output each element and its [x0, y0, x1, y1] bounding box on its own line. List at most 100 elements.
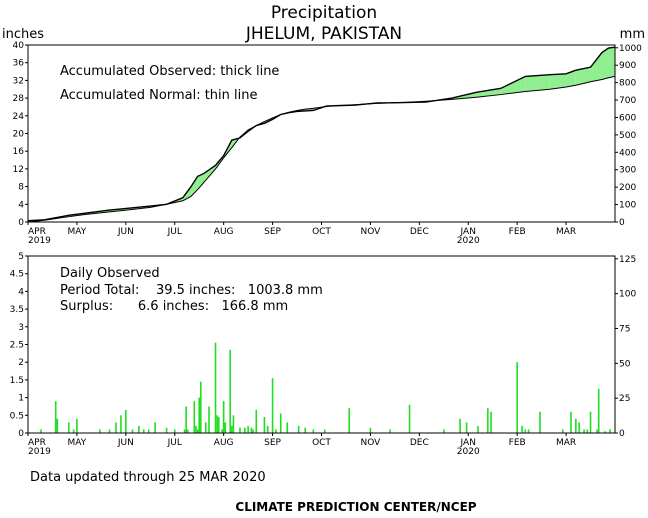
daily-bar [196, 429, 199, 433]
surplus-area [525, 74, 550, 92]
daily-bar [142, 429, 145, 433]
right-tick-label: 75 [619, 324, 630, 334]
daily-bar [120, 415, 122, 433]
left-unit-label: inches [2, 27, 44, 42]
daily-bar [186, 429, 189, 433]
surplus-area [549, 73, 567, 90]
daily-bar [217, 417, 220, 433]
x-year-label: 2019 [28, 447, 51, 457]
daily-bar [604, 431, 607, 433]
daily-bar [232, 415, 235, 433]
daily-bar [76, 418, 78, 433]
daily-bar [183, 429, 186, 433]
x-tick-label-feb: FEB [509, 227, 526, 237]
daily-bar [348, 408, 351, 433]
x-tick-label-sep: SEP [264, 227, 281, 237]
x-tick-label-may: MAY [68, 227, 87, 237]
daily-bar [216, 415, 218, 433]
right-tick-label: 100 [619, 290, 636, 300]
daily-bar [516, 362, 518, 433]
surplus-area [566, 70, 576, 88]
daily-bar [266, 425, 269, 433]
x-tick-label-sep: SEP [264, 438, 281, 448]
left-tick-label: 4 [18, 200, 24, 210]
daily-bar [67, 422, 70, 433]
surplus-area [590, 52, 602, 82]
daily-bar [589, 411, 592, 433]
x-tick-label-aug: AUG [214, 438, 234, 448]
daily-bar [200, 381, 202, 433]
right-tick-label: 0 [619, 218, 625, 228]
daily-bar [173, 429, 176, 433]
daily-bar [312, 429, 315, 433]
daily-bar [609, 429, 611, 433]
daily-bar [527, 429, 530, 433]
x-year-label: 2020 [457, 447, 480, 457]
left-tick-label: 3.5 [10, 305, 24, 315]
surplus-area [197, 173, 205, 190]
x-tick-label-jul: JUL [167, 227, 182, 237]
daily-panel: 00.511.522.533.544.550255075100125APR201… [10, 252, 637, 457]
daily-bar [239, 427, 241, 433]
daily-bar [208, 406, 210, 433]
x-tick-label-feb: FEB [509, 438, 526, 448]
daily-bar [389, 429, 391, 433]
daily-bar [198, 397, 201, 433]
daily-bar [271, 378, 274, 433]
surplus-area [601, 48, 609, 80]
left-tick-label: 0 [18, 429, 24, 439]
surplus-area [500, 76, 526, 95]
daily-bar [279, 413, 282, 433]
daily-bar [597, 388, 600, 433]
daily-bars [40, 342, 611, 433]
left-tick-label: 2.5 [10, 341, 24, 351]
x-tick-label-jun: JUN [117, 438, 134, 448]
left-tick-label: 0.5 [10, 411, 24, 421]
right-tick-label: 300 [619, 166, 636, 176]
surplus-area [608, 47, 615, 78]
daily-bar [575, 418, 577, 433]
daily-bar [154, 422, 156, 433]
x-tick-label-jan: JAN [460, 227, 476, 237]
x-tick-label-jan: JAN [460, 438, 476, 448]
daily-bar [524, 429, 527, 433]
daily-bar [229, 349, 231, 433]
daily-bar [442, 429, 445, 433]
daily-bar [252, 429, 254, 433]
x-tick-label-nov: NOV [361, 227, 382, 237]
daily-bar [247, 425, 249, 433]
daily-bar [40, 429, 42, 433]
x-year-label: 2020 [457, 236, 480, 246]
daily-bar [539, 411, 541, 433]
daily-bar [98, 429, 101, 433]
right-tick-label: 700 [619, 96, 636, 106]
daily-bar [108, 429, 111, 433]
surplus-area [204, 165, 216, 183]
x-tick-label-may: MAY [68, 438, 87, 448]
right-tick-label: 25 [619, 394, 630, 404]
x-tick-label-apr: APR [28, 438, 46, 448]
right-tick-label: 1000 [619, 44, 642, 54]
right-unit-label: mm [620, 27, 645, 42]
left-tick-label: 16 [13, 147, 25, 157]
daily-bar [195, 425, 197, 433]
daily-bar [204, 422, 207, 433]
daily-bar [490, 411, 492, 433]
daily-bar [115, 422, 117, 433]
daily-bar [263, 417, 266, 433]
left-tick-label: 32 [13, 76, 24, 86]
left-tick-label: 5 [18, 252, 24, 262]
daily-bar [570, 411, 572, 433]
daily-bar [596, 429, 598, 433]
chart-title: Precipitation [271, 3, 377, 23]
daily-plot-frame [27, 255, 616, 434]
x-tick-label-jun: JUN [117, 227, 134, 237]
x-tick-label-oct: OCT [312, 438, 331, 448]
daily-bar [408, 404, 411, 433]
surplus-area [575, 67, 591, 86]
left-tick-label: 1.5 [10, 376, 24, 386]
x-tick-label-mar: MAR [556, 227, 576, 237]
daily-bar [250, 427, 253, 433]
right-tick-label: 0 [619, 429, 625, 439]
left-tick-label: 4.5 [10, 270, 24, 280]
